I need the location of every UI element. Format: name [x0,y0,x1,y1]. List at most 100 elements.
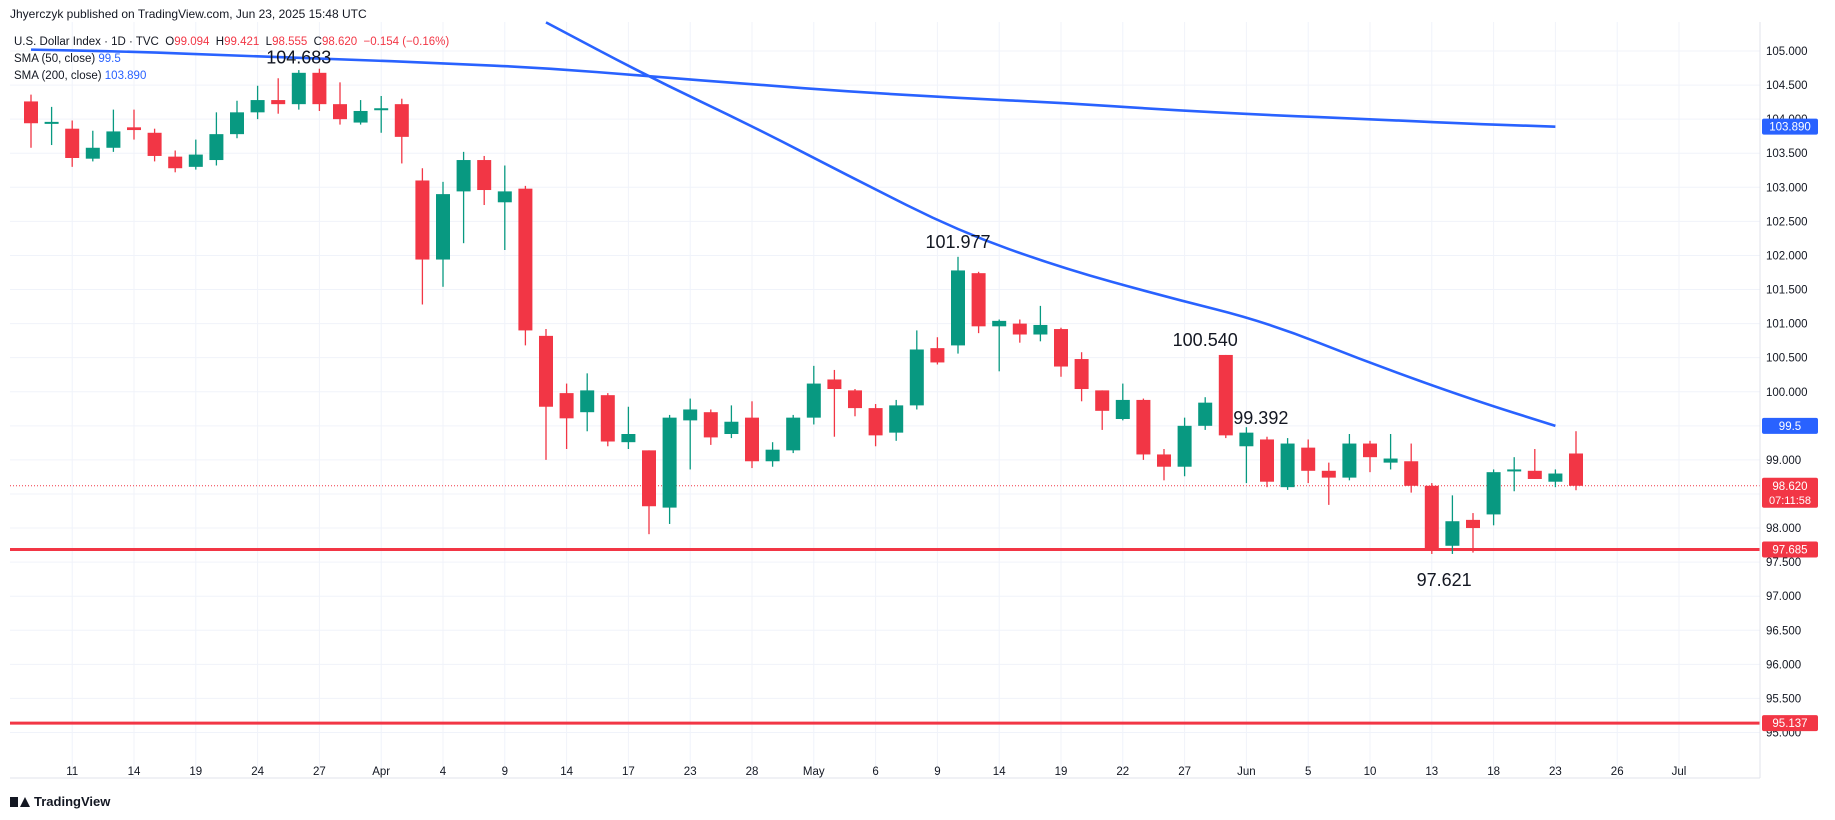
time-tick-label: 10 [1364,766,1377,778]
time-tick-label: 27 [313,766,326,778]
grid-lines [10,22,1760,778]
candle-body [1239,432,1254,447]
candle-body [1569,453,1583,486]
candle [1569,431,1583,491]
price-annotation: 104.683 [266,48,331,68]
candle [600,393,615,447]
candle [806,365,821,425]
candle-body [642,450,656,507]
tradingview-logo[interactable]: TradingView [10,794,110,809]
time-tick-label: 23 [1549,766,1562,778]
time-tick-label: 6 [872,766,878,778]
candle [1198,397,1213,430]
candle-body [806,383,821,418]
symbol-title[interactable]: U.S. Dollar Index · 1D · TVC [14,36,159,48]
tradingview-brand: TradingView [34,794,111,809]
candle [580,373,595,432]
sma200-legend-row[interactable]: SMA (200, close) 103.890 [14,68,449,85]
sma50-legend-row[interactable]: SMA (50, close) 99.5 [14,51,449,68]
last-price-tag [1762,477,1818,508]
candle-body [1198,402,1213,426]
time-tick-label: 23 [684,766,697,778]
candle [394,98,409,164]
time-tick-label: 9 [934,766,940,778]
high-value: 99.421 [224,36,260,48]
level-price-tag [1762,541,1818,558]
candle [1136,398,1151,460]
price-tags: 99.5 103.890 97.685 95.137 98.620 07:11:58 [1762,118,1818,732]
candle-body [230,112,244,135]
ohlc-row: U.S. Dollar Index · 1D · TVC O99.094 H99… [14,34,449,51]
price-axis[interactable]: 95.00095.50096.00096.50097.00097.50098.0… [1759,22,1808,778]
candle-body [703,412,718,438]
candle-body [1136,399,1151,455]
price-tick-label: 102.500 [1766,216,1808,228]
time-axis[interactable]: 11 14 19 24 27 Apr 4 9 14 17 23 28 May 6 9 14 19 22 27 Jun 5… [10,766,1760,779]
candle-body [909,349,924,406]
candle [1383,434,1398,470]
candle [1363,440,1377,473]
candle [683,398,698,470]
candle [85,130,100,162]
candle [786,414,801,454]
candle-body [971,273,986,327]
sma200-line [30,48,1556,128]
sma200-value: 103.890 [104,70,147,82]
candle [848,389,862,417]
high-label: H [215,36,225,48]
candle-body [621,434,636,443]
candle-body [848,390,862,409]
candle [1074,352,1089,402]
candle [250,85,265,120]
time-tick-label: 22 [1116,766,1129,778]
chart-legend: U.S. Dollar Index · 1D · TVC O99.094 H99… [14,34,449,85]
last-price-tag-countdown: 07:11:58 [1769,495,1811,507]
candle [106,109,121,152]
time-tick-label: May [803,766,825,778]
candle [1527,448,1542,479]
price-tick-label: 99.000 [1766,455,1801,467]
level-price-tag-text: 95.137 [1772,718,1807,730]
price-tick-label: 102.000 [1766,250,1808,262]
time-tick-label: 24 [251,766,264,778]
candle [1054,327,1068,377]
candle-body [1095,390,1110,411]
candle-body [271,100,286,105]
candle [642,450,656,535]
candle-body [127,127,141,131]
candle-body [436,194,450,260]
candle [456,151,471,244]
sma-price-tag [1762,118,1818,135]
candle [1486,469,1501,526]
candle-body [1301,447,1316,471]
candle-body [24,101,38,124]
sma-price-tag-text: 103.890 [1769,122,1811,134]
candle-body [868,408,883,436]
candle-body [188,154,203,167]
price-tick-label: 98.000 [1766,523,1801,535]
candle [1445,495,1460,554]
candle [971,271,986,334]
candle [1115,383,1130,421]
sma50-label: SMA (50, close) [14,53,96,65]
candle [44,106,59,146]
time-tick-label: 27 [1178,766,1191,778]
candle-body [106,131,121,148]
candle-body [1033,324,1048,335]
candle [1157,448,1171,481]
candle [889,399,904,441]
time-tick-label: Apr [372,766,390,778]
candle [1466,513,1480,553]
level-price-tag [1762,715,1818,732]
level-price-tag-text: 97.685 [1772,545,1807,557]
price-annotations: 104.683 101.977 100.540 99.392 97.621 [266,48,1471,590]
candle-body [1404,461,1419,486]
low-label: L [265,36,273,48]
candle-body [333,104,347,120]
candle [188,139,203,170]
candle-body [1424,485,1439,549]
candle [230,100,244,139]
candle [1342,434,1357,481]
candle-body [497,191,512,203]
